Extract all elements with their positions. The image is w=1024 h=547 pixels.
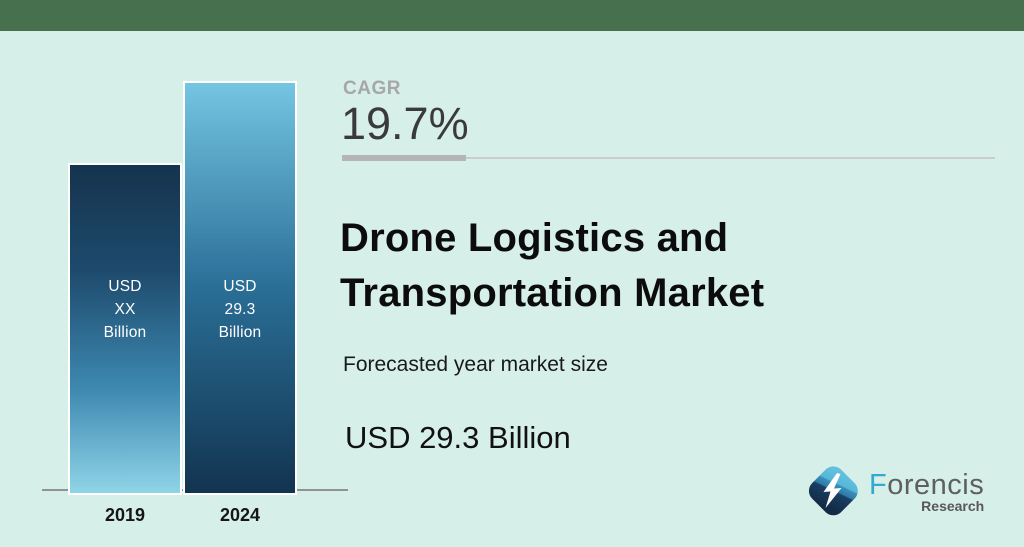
cagr-value: 19.7% bbox=[341, 98, 469, 149]
forecast-market-size-value: USD 29.3 Billion bbox=[345, 420, 571, 455]
report-title: Drone Logistics and Transportation Marke… bbox=[340, 211, 764, 321]
brand-rest: orencis bbox=[887, 468, 985, 501]
brand-name: Forencis bbox=[869, 470, 984, 500]
lightning-bolt-icon bbox=[823, 473, 842, 508]
top-accent-bar bbox=[0, 0, 1024, 31]
bar-2024-value-label: USD 29.3 Billion bbox=[185, 275, 295, 344]
cagr-label: CAGR bbox=[343, 78, 401, 99]
brand-initial: F bbox=[869, 468, 888, 501]
bar-value-line: USD bbox=[108, 278, 142, 295]
bar-2024: USD 29.3 Billion bbox=[183, 81, 297, 495]
forencis-research-logo: Forencis Research bbox=[803, 462, 984, 520]
brand-sub-label: Research bbox=[921, 497, 985, 514]
report-title-line2: Transportation Market bbox=[340, 271, 765, 315]
report-title-line1: Drone Logistics and bbox=[340, 216, 729, 260]
bar-value-line: 29.3 bbox=[224, 301, 256, 318]
bar-2019: USD XX Billion bbox=[68, 163, 182, 495]
x-axis-label-2019: 2019 bbox=[104, 505, 146, 525]
bar-value-line: Billion bbox=[103, 324, 147, 341]
forencis-logo-icon bbox=[808, 466, 858, 516]
bar-value-line: USD bbox=[223, 278, 257, 295]
section-divider bbox=[342, 155, 995, 161]
divider-thick-segment bbox=[342, 155, 466, 161]
x-axis-label-2024: 2024 bbox=[219, 505, 261, 525]
bar-value-line: XX bbox=[114, 301, 136, 318]
forecast-subtitle: Forecasted year market size bbox=[343, 353, 608, 376]
bar-value-line: Billion bbox=[218, 324, 262, 341]
divider-thin-segment bbox=[466, 157, 995, 159]
bar-2019-value-label: USD XX Billion bbox=[70, 275, 180, 344]
logo-text-block: Forencis Research bbox=[869, 470, 984, 513]
